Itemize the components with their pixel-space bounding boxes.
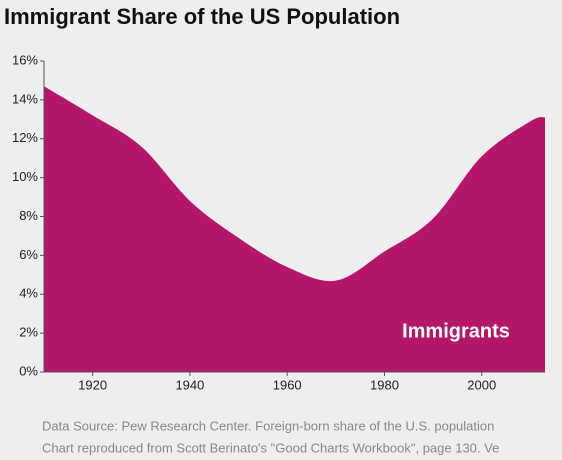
x-tick-label: 1920 — [78, 377, 107, 392]
series-label: Immigrants — [402, 320, 510, 342]
chart-title: Immigrant Share of the US Population — [4, 4, 400, 29]
y-tick-label: 10% — [12, 169, 38, 184]
y-tick-label: 2% — [19, 325, 38, 340]
x-tick-label: 1940 — [175, 377, 204, 392]
source-note: Data Source: Pew Research Center. Foreig… — [42, 418, 494, 433]
y-tick-label: 8% — [19, 208, 38, 223]
y-tick-label: 4% — [19, 286, 38, 301]
y-tick-label: 6% — [19, 247, 38, 262]
x-tick-label: 1980 — [370, 377, 399, 392]
area — [44, 86, 545, 373]
y-tick-label: 12% — [12, 130, 38, 145]
credit-note: Chart reproduced from Scott Berinato's "… — [42, 440, 499, 455]
y-tick-label: 0% — [19, 363, 38, 378]
x-tick-label: 1960 — [273, 377, 302, 392]
x-tick-label: 2000 — [467, 377, 496, 392]
y-tick-label: 14% — [12, 91, 38, 106]
y-tick-label: 16% — [12, 52, 38, 67]
